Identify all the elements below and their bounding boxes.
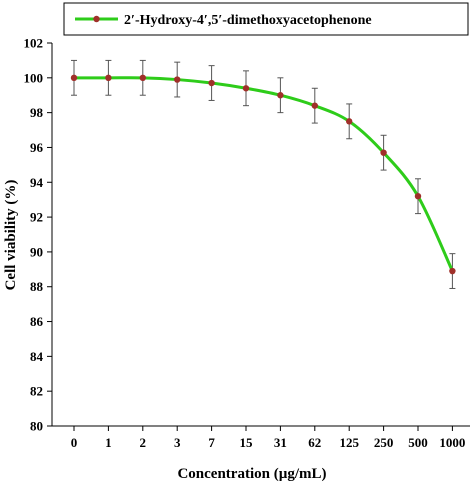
data-point [277, 92, 284, 99]
x-tick-label: 2 [140, 435, 147, 450]
data-point [174, 76, 181, 83]
data-point [208, 79, 215, 87]
y-ticks: 80 82 84 86 88 90 92 94 96 98 100 102 [24, 36, 52, 434]
x-tick-label: 250 [374, 435, 394, 450]
legend-label: 2′-Hydroxy-4′,5′-dimethoxyacetophenone [124, 13, 372, 28]
data-points [70, 74, 456, 275]
y-tick-label: 80 [30, 419, 43, 434]
y-tick-label: 92 [30, 210, 43, 225]
x-axis-title: Concentration (µg/mL) [177, 466, 326, 482]
x-ticks: 0 1 2 3 7 15 31 62 125 250 500 1000 [71, 426, 465, 450]
legend-marker-swatch [93, 15, 100, 23]
y-axis-title: Cell viability (%) [3, 180, 19, 291]
x-tick-label: 7 [208, 435, 215, 450]
y-tick-label: 98 [30, 105, 44, 120]
data-point [70, 74, 78, 82]
x-tick-label: 3 [174, 435, 181, 450]
y-tick-label: 88 [30, 279, 44, 294]
y-tick-label: 96 [30, 140, 44, 155]
y-tick-label: 100 [24, 70, 44, 85]
y-tick-label: 90 [30, 244, 43, 259]
x-tick-label: 31 [274, 435, 287, 450]
x-tick-label: 500 [408, 435, 428, 450]
data-point [139, 74, 146, 82]
data-point [414, 193, 422, 200]
data-point [242, 85, 250, 92]
x-tick-label: 0 [71, 435, 78, 450]
y-tick-label: 86 [30, 314, 44, 329]
error-bars [71, 59, 456, 289]
y-tick-label: 84 [30, 349, 44, 364]
data-point [311, 102, 318, 109]
data-point [105, 74, 112, 82]
y-tick-label: 102 [24, 36, 44, 51]
x-tick-label: 1 [105, 435, 112, 450]
legend: 2′-Hydroxy-4′,5′-dimethoxyacetophenone [63, 2, 469, 36]
x-tick-label: 15 [240, 435, 254, 450]
x-tick-label: 125 [339, 435, 359, 450]
legend-box [63, 2, 469, 36]
data-point [346, 118, 353, 125]
y-tick-label: 82 [30, 384, 43, 399]
data-point [380, 149, 387, 156]
x-tick-label: 1000 [439, 435, 465, 450]
data-point [449, 267, 456, 275]
series-line [72, 76, 454, 273]
y-tick-label: 94 [30, 175, 44, 190]
x-tick-label: 62 [308, 435, 321, 450]
